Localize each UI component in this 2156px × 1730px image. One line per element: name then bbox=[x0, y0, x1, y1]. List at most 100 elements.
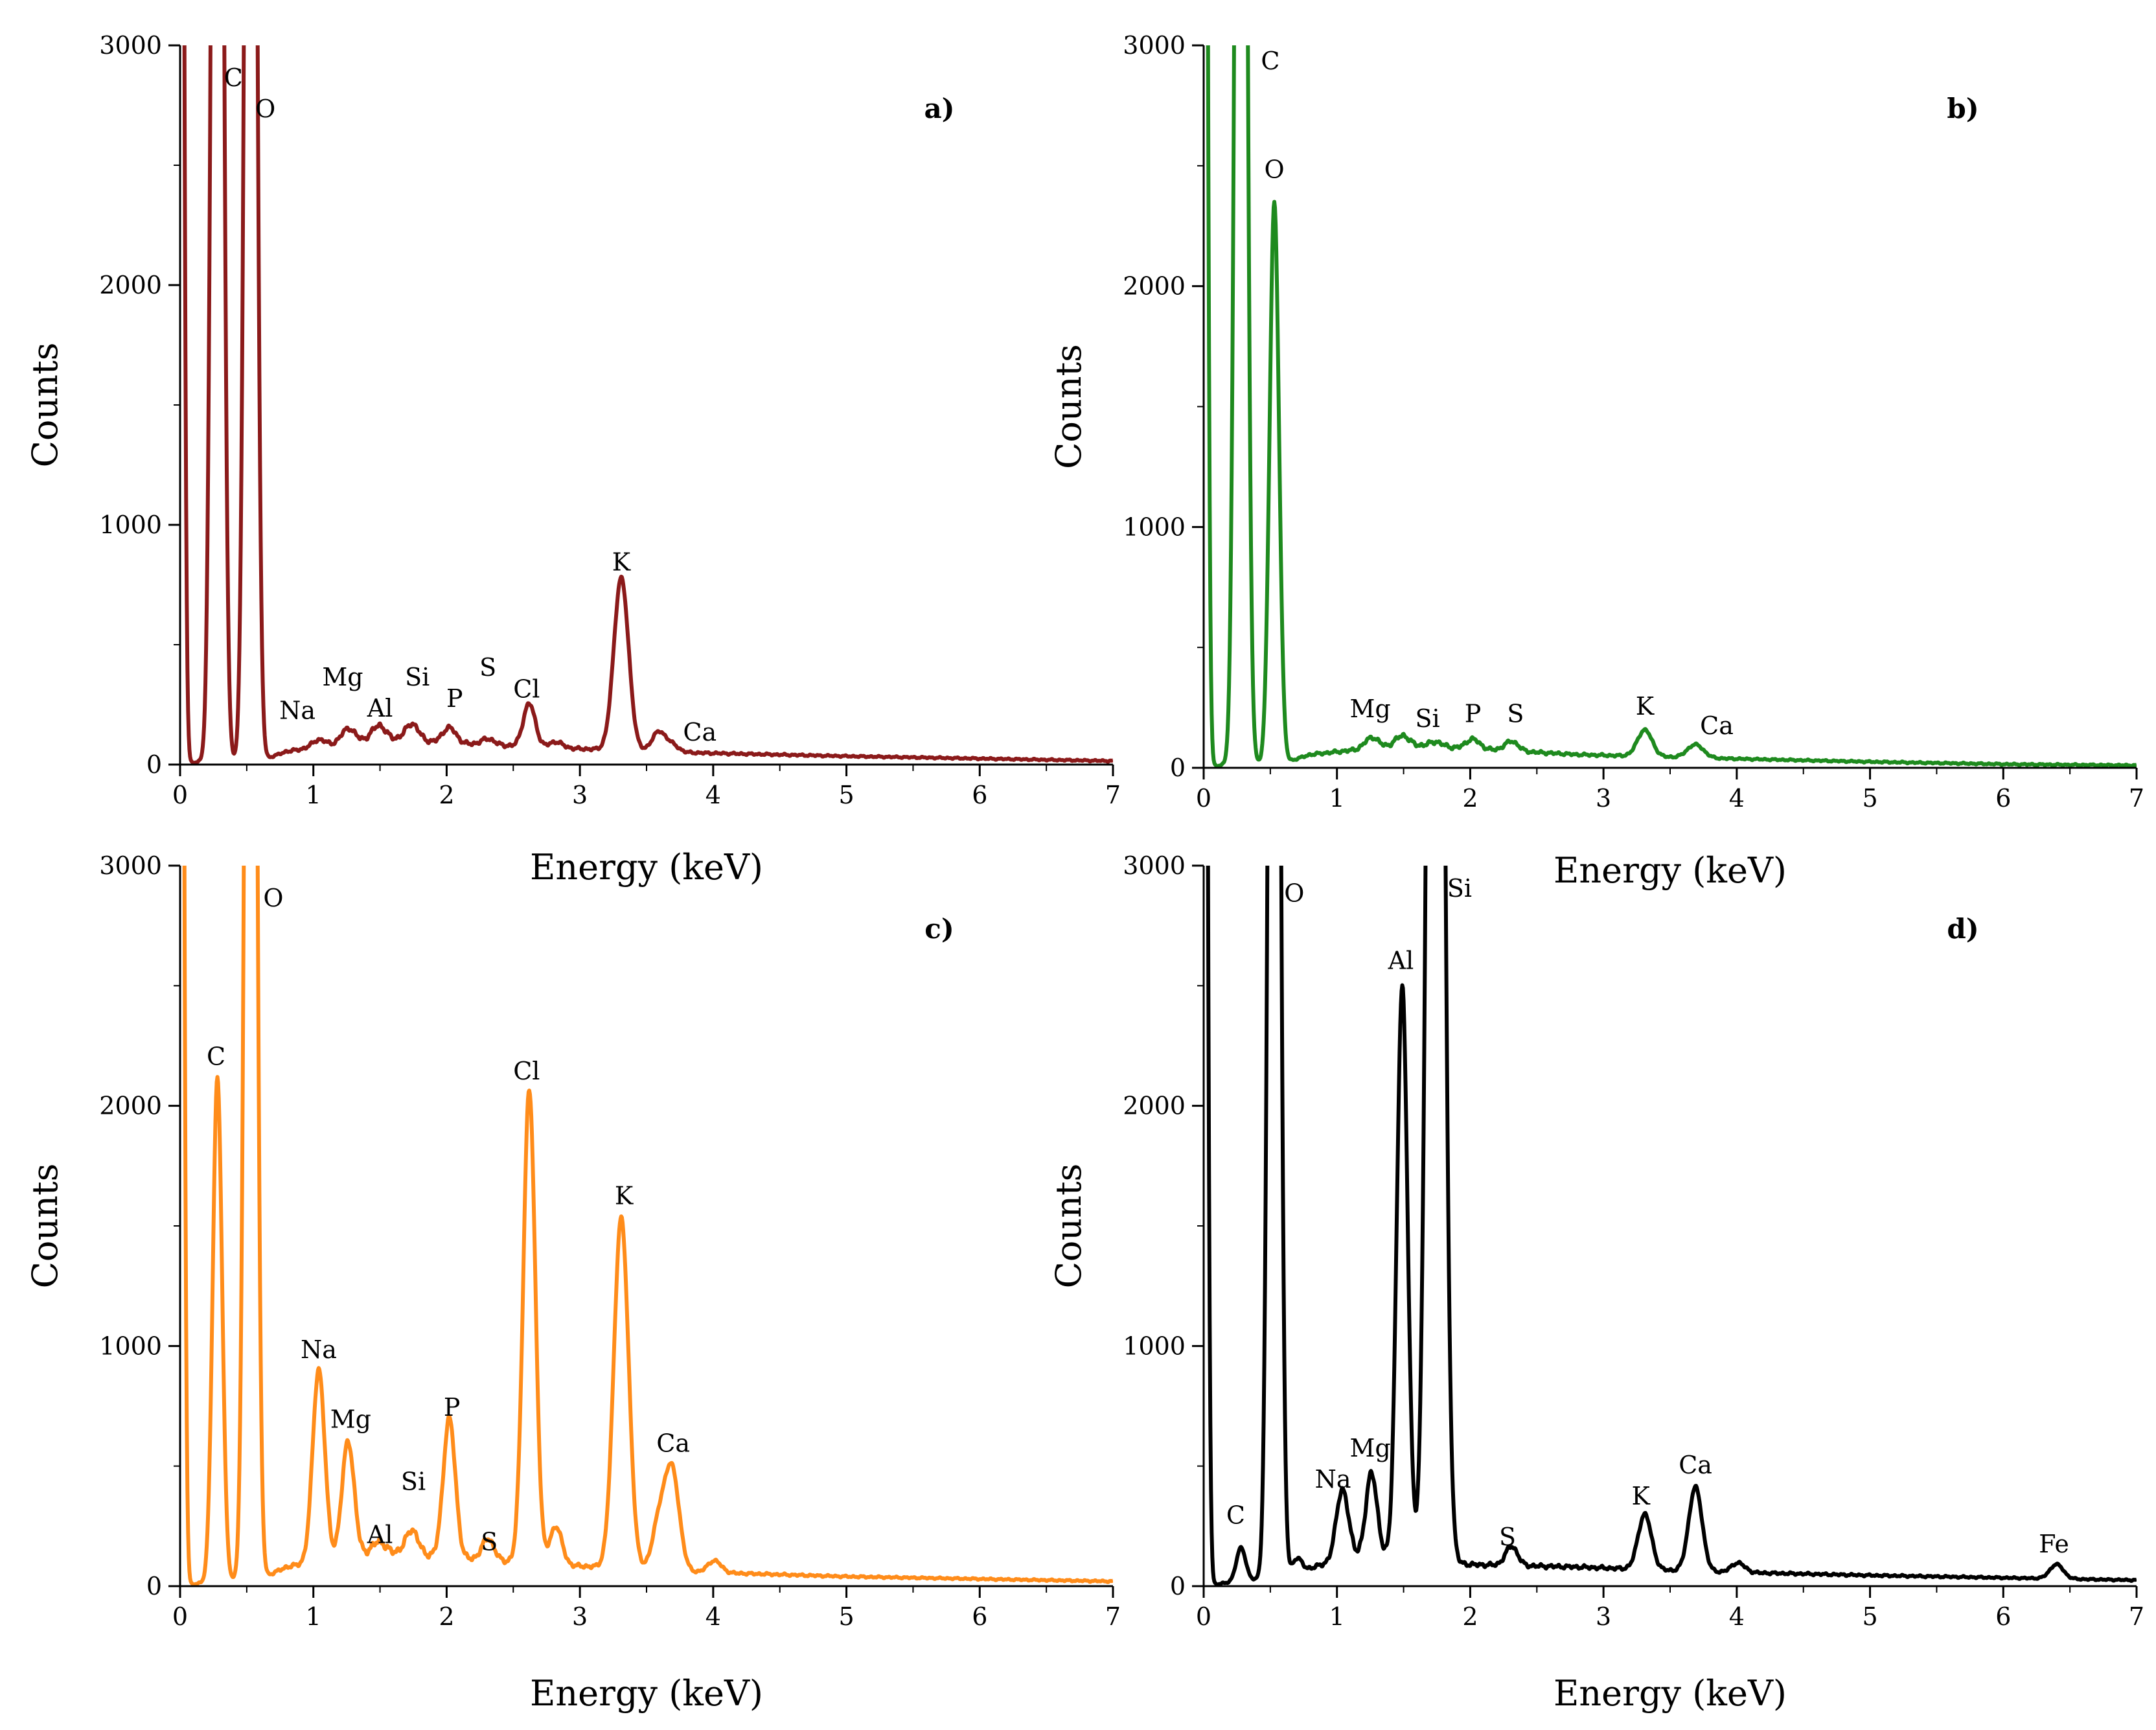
x-axis-title-b: Energy (keV) bbox=[1554, 850, 1787, 891]
x-tick-label-d-2: 2 bbox=[1462, 1602, 1478, 1631]
x-tick-label-c-6: 6 bbox=[972, 1602, 987, 1631]
peak-label-b-c: C bbox=[1261, 47, 1279, 75]
x-tick-label-a-2: 2 bbox=[439, 781, 454, 809]
x-tick-label-b-3: 3 bbox=[1596, 784, 1611, 813]
peak-label-d-o: O bbox=[1284, 879, 1304, 908]
panel-b: 0 1 2 3 4 5 6 7 0 1000 2000 3000 Energy (keV) Counts b… bbox=[1048, 31, 2144, 891]
x-tick-label-c-2: 2 bbox=[439, 1602, 454, 1631]
x-tick-label-a-3: 3 bbox=[572, 781, 588, 809]
x-tick-label-b-4: 4 bbox=[1729, 784, 1745, 813]
x-tick-label-a-0: 0 bbox=[172, 781, 188, 809]
x-axis-title-c: Energy (keV) bbox=[530, 1673, 763, 1714]
y-tick-label-a-3: 3000 bbox=[99, 31, 162, 60]
panel-label-c: c) bbox=[924, 913, 954, 945]
x-tick-label-c-0: 0 bbox=[172, 1602, 188, 1631]
x-tick-label-c-1: 1 bbox=[306, 1602, 321, 1631]
panel-label-a: a) bbox=[924, 93, 954, 124]
peak-label-c-mg: Mg bbox=[330, 1405, 371, 1433]
x-tick-label-c-5: 5 bbox=[838, 1602, 854, 1631]
panel-label-d: d) bbox=[1947, 913, 1978, 945]
peak-label-b-p: P bbox=[1465, 699, 1482, 728]
y-tick-label-d-2: 2000 bbox=[1123, 1092, 1186, 1120]
y-tick-label-b-3: 3000 bbox=[1123, 31, 1186, 60]
y-tick-label-a-2: 2000 bbox=[99, 271, 162, 299]
peak-label-d-s: S bbox=[1499, 1523, 1516, 1551]
x-tick-label-a-1: 1 bbox=[306, 781, 321, 809]
x-tick-label-c-3: 3 bbox=[572, 1602, 588, 1631]
peak-label-b-si: Si bbox=[1416, 704, 1440, 733]
x-tick-label-d-6: 6 bbox=[1995, 1602, 2011, 1631]
peak-label-a-na: Na bbox=[279, 697, 315, 725]
peak-label-c-s: S bbox=[481, 1527, 498, 1556]
x-tick-label-b-6: 6 bbox=[1995, 784, 2011, 813]
y-tick-label-b-0: 0 bbox=[1170, 754, 1186, 782]
x-tick-label-b-5: 5 bbox=[1862, 784, 1877, 813]
peak-label-c-c: C bbox=[207, 1043, 225, 1071]
x-tick-label-b-1: 1 bbox=[1329, 784, 1345, 813]
x-tick-label-d-5: 5 bbox=[1862, 1602, 1877, 1631]
peak-label-a-o: O bbox=[255, 95, 275, 123]
peak-label-c-na: Na bbox=[301, 1335, 337, 1364]
panel-label-b: b) bbox=[1947, 93, 1978, 124]
peak-label-b-k: K bbox=[1636, 692, 1655, 721]
peak-label-a-s: S bbox=[479, 653, 496, 682]
peak-label-d-al: Al bbox=[1388, 946, 1414, 975]
panel-a: 0 1 2 3 4 5 6 7 0 1000 2000 3000 Energy (keV) Counts a… bbox=[25, 31, 1121, 888]
y-tick-label-d-3: 3000 bbox=[1123, 851, 1186, 880]
peak-label-d-fe: Fe bbox=[2039, 1530, 2069, 1558]
x-tick-label-a-6: 6 bbox=[972, 781, 987, 809]
x-tick-label-a-5: 5 bbox=[838, 781, 854, 809]
peak-label-c-si: Si bbox=[401, 1468, 426, 1496]
peak-label-c-al: Al bbox=[367, 1520, 393, 1549]
peak-label-b-mg: Mg bbox=[1350, 695, 1391, 723]
peak-label-c-ca: Ca bbox=[656, 1429, 690, 1457]
y-tick-label-c-3: 3000 bbox=[99, 851, 162, 880]
peak-label-a-si: Si bbox=[405, 663, 430, 691]
x-tick-label-d-7: 7 bbox=[2129, 1602, 2144, 1631]
x-tick-label-a-4: 4 bbox=[705, 781, 721, 809]
y-tick-label-c-2: 2000 bbox=[99, 1092, 162, 1120]
spectrum-line-b bbox=[1206, 45, 2137, 768]
y-axis-title-a: Counts bbox=[25, 343, 65, 468]
peak-label-c-cl: Cl bbox=[513, 1057, 540, 1085]
y-tick-label-a-1: 1000 bbox=[99, 511, 162, 539]
peak-label-a-c: C bbox=[224, 63, 243, 92]
y-tick-label-a-0: 0 bbox=[146, 750, 162, 779]
y-axis-title-b: Counts bbox=[1048, 344, 1089, 469]
y-tick-label-c-1: 1000 bbox=[99, 1332, 162, 1360]
spectrum-line-c bbox=[182, 866, 1113, 1586]
x-tick-label-c-4: 4 bbox=[705, 1602, 721, 1631]
peak-label-b-ca: Ca bbox=[1700, 711, 1734, 740]
peak-label-c-o: O bbox=[263, 884, 283, 912]
x-tick-label-d-3: 3 bbox=[1596, 1602, 1611, 1631]
panel-c: 0 1 2 3 4 5 6 7 0 1000 2000 3000 Energy (keV) Counts c… bbox=[25, 851, 1121, 1714]
panel-d: 0 1 2 3 4 5 6 7 0 1000 2000 3000 Energy (keV) Counts d… bbox=[1048, 851, 2144, 1714]
peak-label-a-mg: Mg bbox=[322, 663, 363, 691]
y-tick-label-c-0: 0 bbox=[146, 1572, 162, 1600]
peak-label-d-na: Na bbox=[1315, 1465, 1351, 1494]
peak-label-d-ca: Ca bbox=[1679, 1451, 1712, 1479]
x-tick-label-b-2: 2 bbox=[1462, 784, 1478, 813]
peak-label-a-ca: Ca bbox=[683, 718, 717, 746]
y-tick-label-d-1: 1000 bbox=[1123, 1332, 1186, 1360]
peak-label-d-si: Si bbox=[1447, 874, 1472, 903]
peak-label-c-k: K bbox=[615, 1182, 634, 1210]
spectrum-line-a bbox=[182, 45, 1113, 765]
peak-label-a-k: K bbox=[612, 548, 631, 576]
x-tick-label-d-1: 1 bbox=[1329, 1602, 1345, 1631]
y-tick-label-b-2: 2000 bbox=[1123, 272, 1186, 301]
peak-label-b-o: O bbox=[1264, 155, 1284, 183]
peak-label-a-al: Al bbox=[367, 694, 393, 722]
x-tick-label-b-7: 7 bbox=[2129, 784, 2144, 813]
x-axis-title-a: Energy (keV) bbox=[530, 847, 763, 888]
x-axis-title-d: Energy (keV) bbox=[1554, 1673, 1787, 1714]
peak-label-d-mg: Mg bbox=[1350, 1434, 1391, 1462]
peak-label-a-p: P bbox=[446, 684, 463, 713]
peak-label-a-cl: Cl bbox=[513, 675, 540, 703]
y-axis-title-c: Counts bbox=[25, 1164, 65, 1289]
peak-label-d-c: C bbox=[1226, 1501, 1245, 1530]
x-tick-label-b-0: 0 bbox=[1196, 784, 1211, 813]
spectrum-line-d bbox=[1206, 866, 2137, 1586]
